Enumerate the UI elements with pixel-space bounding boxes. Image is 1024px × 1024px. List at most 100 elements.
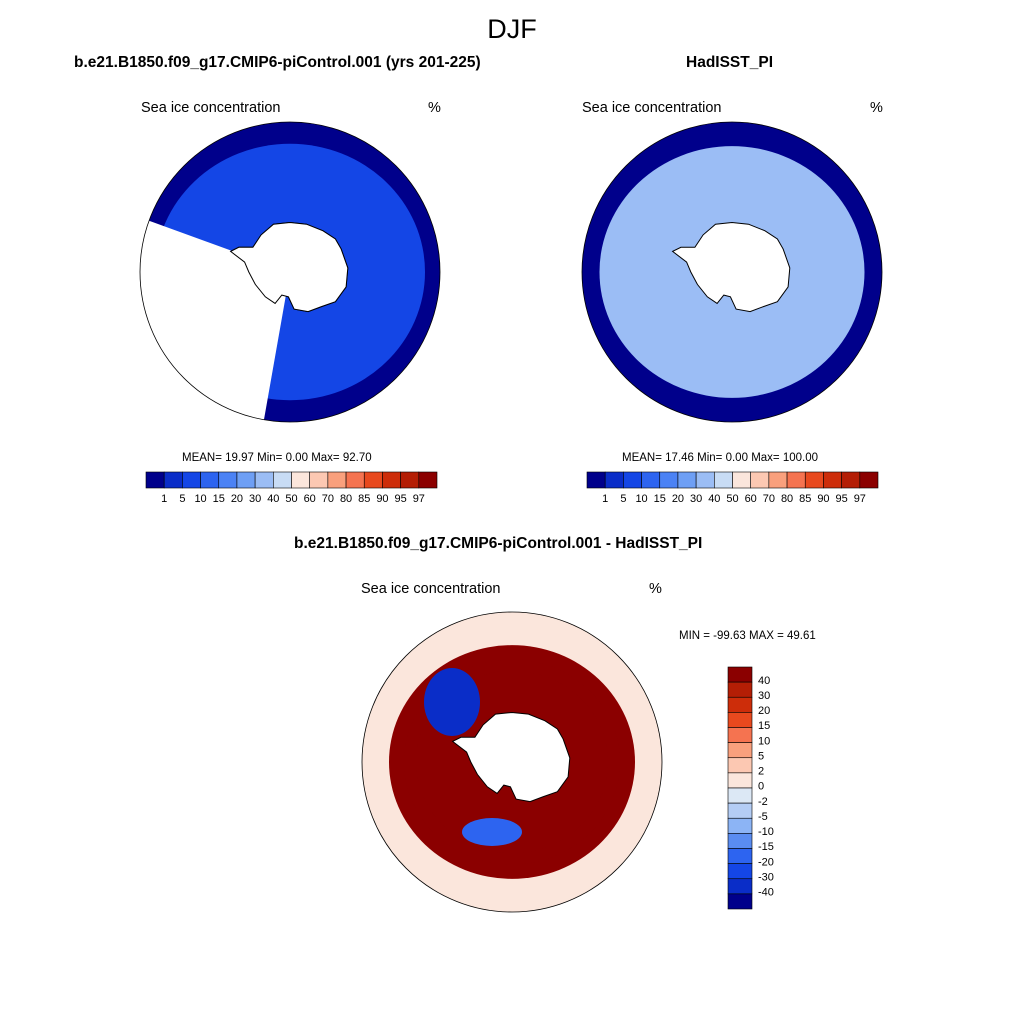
colorbar-swatch [727,727,753,743]
colorbar-tick-label: 5 [620,493,626,505]
colorbar-swatch [750,471,770,489]
colorbar-swatch [145,471,165,489]
colorbar-tick-label: 20 [758,705,770,717]
colorbar-tick-label: 1 [602,493,608,505]
colorbar-tick-label: 20 [672,493,684,505]
colorbar-swatch [804,471,824,489]
colorbar-tick-label: 30 [758,690,770,702]
colorbar-tick-label: 10 [635,493,647,505]
colorbar-tick-label: 40 [267,493,279,505]
diff-minmax: MIN = -99.63 MAX = 49.61 [679,630,816,642]
panel1-min-label: Min= [257,452,283,464]
colorbar-swatch [727,666,753,683]
colorbar-swatch [727,742,753,759]
colorbar-tick-label: 60 [745,493,757,505]
colorbar-swatch [641,471,661,489]
colorbar-swatch [727,833,753,849]
colorbar-swatch [218,471,238,489]
colorbar-tick-label: 10 [194,493,206,505]
colorbar-tick-label: 40 [758,675,770,687]
colorbar-tick-label: -40 [758,887,774,899]
negative-difference-patch [462,818,522,846]
colorbar-swatch [727,848,753,864]
diff-map [361,611,663,913]
colorbar-swatch [727,893,753,910]
panel1-mean-label: MEAN= [182,452,222,464]
colorbar-tick-label: 97 [413,493,425,505]
panel1-max-label: Max= [311,452,340,464]
colorbar-tick-label: 85 [358,493,370,505]
panel2-units: % [870,100,883,116]
panel2-stats: MEAN= 17.46 Min= 0.00 Max= 100.00 [622,452,818,464]
panel1-max: 92.70 [342,452,372,464]
colorbar-tick-label: 60 [304,493,316,505]
colorbar-tick-label: 20 [231,493,243,505]
colorbar-swatch [727,681,753,698]
colorbar-swatch [727,817,753,834]
colorbar-tick-label: 30 [249,493,261,505]
colorbar-tick-label: -10 [758,826,774,838]
map-boundary [139,121,441,423]
colorbar-swatch [786,471,806,489]
colorbar-swatch [291,471,310,489]
colorbar-tick-label: -15 [758,841,774,853]
colorbar-tick-label: 15 [213,493,225,505]
colorbar-swatch [823,471,842,489]
colorbar-tick-label: 95 [395,493,407,505]
panel2-min-label: Min= [697,452,723,464]
colorbar-swatch [418,471,438,489]
colorbar-tick-label: 40 [708,493,720,505]
colorbar-swatch [586,471,606,489]
colorbar-swatch [327,471,347,489]
panel1-colorbar: 1 5 10 15 20 30 40 50 60 70 80 85 90 95 97 [145,471,438,505]
diff-units: % [649,581,662,597]
colorbar-swatch [363,471,383,489]
panel2-max-label: Max= [751,452,780,464]
colorbar-swatch [309,471,329,489]
panel1-title: b.e21.B1850.f09_g17.CMIP6-piControl.001 … [74,54,481,71]
panel2-mean: 17.46 [665,452,694,464]
colorbar-tick-label: 10 [758,735,770,747]
colorbar-swatch [727,787,753,804]
colorbar-swatch [727,802,753,819]
colorbar-swatch [727,863,753,880]
map-boundary [361,611,663,913]
panel2-map [581,121,883,423]
colorbar-tick-label: 50 [726,493,738,505]
panel1-min: 0.00 [285,452,308,464]
map-boundary [581,121,883,423]
diff-variable: Sea ice concentration [361,581,501,597]
colorbar-swatch [768,471,788,489]
colorbar-tick-label: 70 [322,493,334,505]
panel1-variable: Sea ice concentration [141,100,281,116]
colorbar-tick-label: 30 [690,493,702,505]
colorbar-swatch [841,471,861,489]
colorbar-swatch [254,471,274,489]
colorbar-tick-label: 2 [758,766,764,778]
colorbar-tick-label: -30 [758,871,774,883]
colorbar-tick-label: 0 [758,781,764,793]
panel2-colorbar: 1 5 10 15 20 30 40 50 60 70 80 85 90 95 97 [586,471,879,505]
colorbar-swatch [400,471,420,489]
colorbar-tick-label: -5 [758,811,768,823]
colorbar-tick-label: -2 [758,796,768,808]
colorbar-swatch [659,471,679,489]
colorbar-swatch [727,772,753,789]
panel1-mean: 19.97 [225,452,254,464]
colorbar-tick-label: 1 [161,493,167,505]
panel1-units: % [428,100,441,116]
colorbar-tick-label: 80 [340,493,352,505]
colorbar-tick-label: 80 [781,493,793,505]
panel1-stats: MEAN= 19.97 Min= 0.00 Max= 92.70 [182,452,372,464]
colorbar-swatch [714,471,733,489]
colorbar-swatch [727,878,753,895]
colorbar-swatch [727,712,753,728]
colorbar-swatch [677,471,697,489]
colorbar-tick-label: 90 [817,493,829,505]
colorbar-swatch [273,471,292,489]
figure-title: DJF [487,14,537,44]
diff-title: b.e21.B1850.f09_g17.CMIP6-piControl.001 … [294,535,703,552]
panel2-min: 0.00 [725,452,748,464]
